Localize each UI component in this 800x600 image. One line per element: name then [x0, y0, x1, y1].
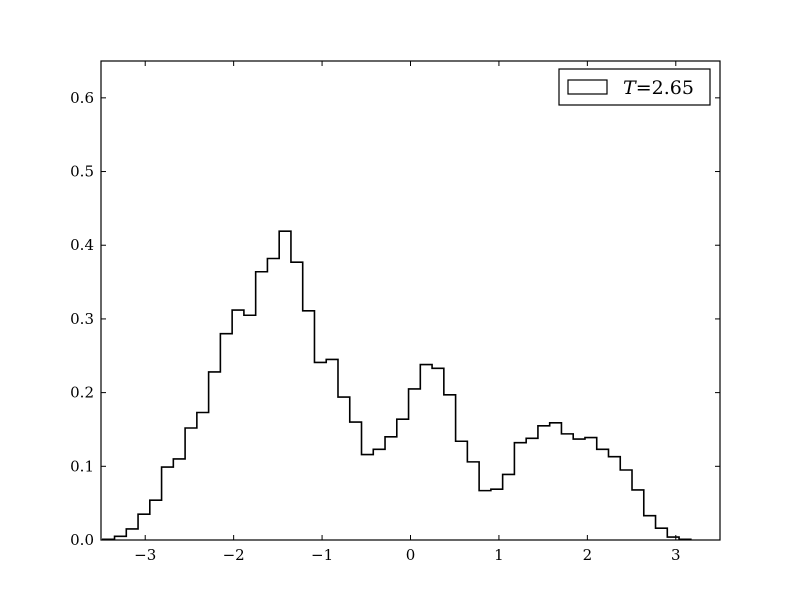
ticks: −3 −2 −1 0 1 2 3 0.0 0.1 0.2 0.3 0.4 0.5 0.6 [70, 61, 720, 564]
plot-frame [100, 60, 721, 541]
x-tick-label: 1 [494, 546, 504, 564]
x-tick-label: 2 [583, 546, 593, 564]
legend-label-equals: = [636, 77, 652, 99]
x-tick-label: 0 [406, 546, 416, 564]
x-tick-label: 3 [671, 546, 681, 564]
y-tick-label: 0.0 [70, 531, 94, 549]
y-tick-label: 0.1 [70, 457, 94, 475]
y-tick-label: 0.5 [70, 163, 94, 181]
histogram-step-line [101, 230, 692, 541]
legend-swatch [567, 79, 608, 95]
y-tick-label: 0.2 [70, 384, 94, 402]
x-tick-label: −2 [223, 546, 245, 564]
legend-label: T=2.65 [623, 77, 694, 99]
legend-label-value: 2.65 [652, 77, 694, 99]
y-tick-label: 0.4 [70, 236, 94, 254]
x-tick-label: −1 [311, 546, 333, 564]
x-tick-label: −3 [134, 546, 156, 564]
y-tick-label: 0.3 [70, 310, 94, 328]
y-tick-label: 0.6 [70, 89, 94, 107]
legend: T=2.65 [558, 68, 711, 106]
legend-label-variable: T [623, 77, 637, 99]
